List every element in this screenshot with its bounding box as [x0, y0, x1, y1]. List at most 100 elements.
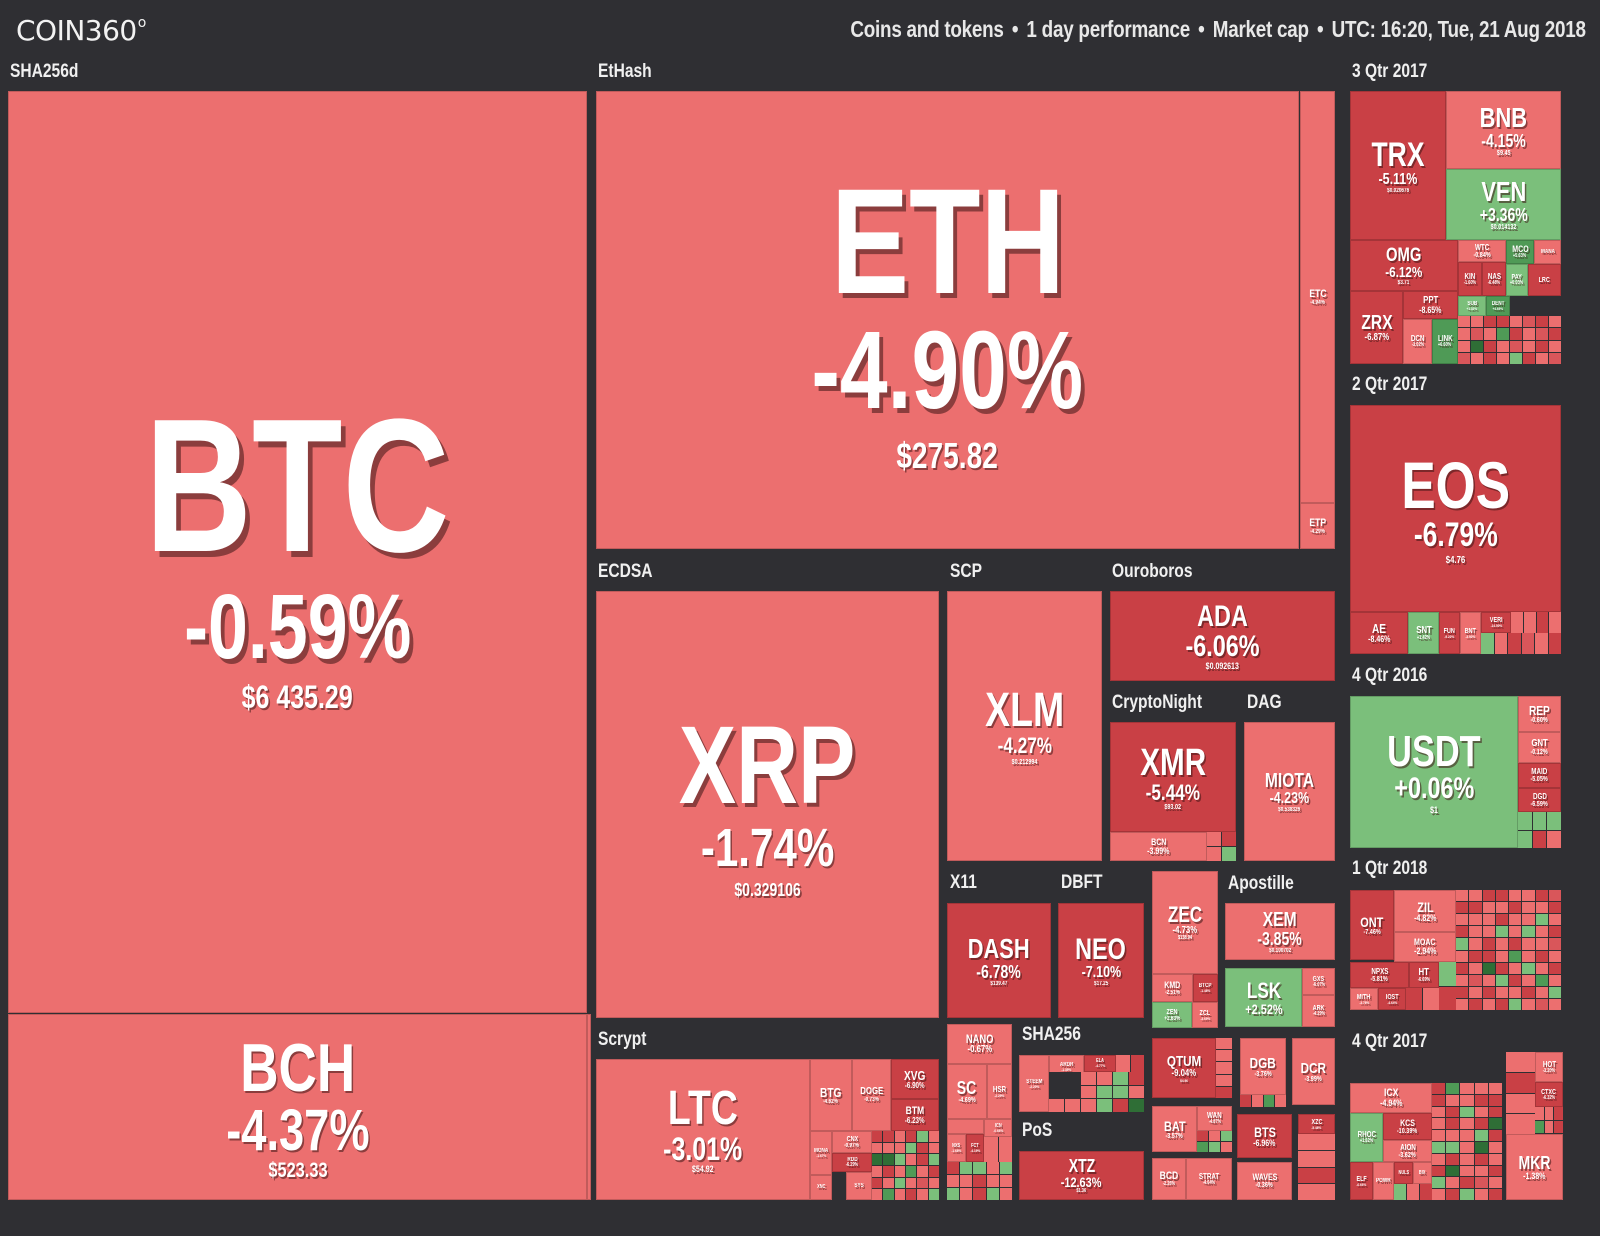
coin-tile-zcl[interactable]: ZCL -3.69% — [1192, 1002, 1218, 1028]
small-coins-mosaic[interactable] — [1049, 1072, 1144, 1112]
coin-tile-rhoc[interactable]: RHOC +1.62% — [1350, 1113, 1383, 1162]
small-coins-mosaic[interactable] — [1197, 1131, 1232, 1152]
coin-tile-bts[interactable]: BTS -6.96% — [1237, 1114, 1292, 1158]
coin-tile-ont[interactable]: ONT -7.46% — [1350, 890, 1394, 960]
coin-tile-ltc[interactable]: LTC -3.01% $54.92 — [596, 1059, 810, 1200]
coin-tile-ven[interactable]: VEN +3.36% $0.014132 — [1446, 169, 1561, 240]
coin-tile-snt[interactable]: SNT +1.42% — [1408, 612, 1439, 654]
coin-tile-iost[interactable]: IOST -4.64% — [1378, 988, 1406, 1010]
small-coins-mosaic[interactable] — [1518, 812, 1561, 848]
coin-tile-rdd[interactable]: RDD -6.29% — [832, 1153, 872, 1172]
coin-tile-aion[interactable]: AION -3.62% — [1383, 1140, 1432, 1162]
small-coins-mosaic[interactable] — [1394, 1184, 1432, 1200]
coin-tile-trx[interactable]: TRX -5.11% $0.020676 — [1350, 91, 1446, 240]
coin-tile-dgb[interactable]: DGB -3.76% — [1240, 1038, 1286, 1095]
coin-tile-icn[interactable]: ICN -0.66% — [984, 1119, 1012, 1137]
coin-tile-ht[interactable]: HT -6.69% — [1409, 962, 1439, 988]
coin-tile-xmr[interactable]: XMR -5.44% $93.02 — [1110, 722, 1236, 832]
coin-tile-doge[interactable]: DOGE -0.73% — [852, 1059, 891, 1131]
coin-tile-sub[interactable]: SUB +1.32% — [1458, 296, 1486, 316]
coin-tile-xtz[interactable]: XTZ -12.63% $1.36 — [1019, 1151, 1144, 1200]
coin-tile-omg[interactable]: OMG -6.12% $3.71 — [1350, 240, 1458, 291]
coin-tile-zil[interactable]: ZIL -4.82% — [1394, 890, 1456, 932]
coin-tile-xrp[interactable]: XRP -1.74% $0.329106 — [596, 591, 939, 1018]
small-coins-mosaic[interactable] — [1240, 1095, 1286, 1107]
coin-tile-gxs[interactable]: GXS -6.07% — [1302, 968, 1335, 995]
coin-tile-pay[interactable]: PAY +0.03% — [1506, 264, 1528, 296]
small-coins-mosaic[interactable] — [872, 1131, 939, 1200]
coin-tile-small[interactable] — [947, 1119, 984, 1134]
coin-tile-nano[interactable]: NANO -0.67% — [947, 1024, 1012, 1064]
coin-tile-xzc[interactable]: XZC -5.48% — [1298, 1114, 1335, 1134]
coin-tile-neo[interactable]: NEO -7.10% $17.25 — [1058, 903, 1144, 1018]
coin-tile-usdt[interactable]: USDT +0.06% $1 — [1350, 696, 1518, 848]
coin-tile-small[interactable] — [587, 1014, 591, 1200]
coin-tile-mona[interactable]: MONA -1.67% — [810, 1131, 832, 1175]
coin-tile-fun[interactable]: FUN -9.22% — [1439, 612, 1460, 654]
coin-tile-waves[interactable]: WAVES -0.36% — [1237, 1162, 1292, 1200]
small-coins-mosaic[interactable] — [1511, 612, 1561, 633]
coin-tile-etp[interactable]: ETP -4.29% — [1300, 503, 1335, 549]
coin-tile-sc[interactable]: SC -4.69% — [947, 1064, 987, 1119]
small-coins-mosaic[interactable] — [1216, 1038, 1232, 1098]
coin-tile-ela[interactable]: ELA -4.77% — [1084, 1055, 1116, 1072]
small-coins-mosaic[interactable] — [1535, 1107, 1563, 1133]
coin-tile-cnx[interactable]: CNX -0.97% — [832, 1131, 872, 1153]
coin-tile-steem[interactable]: STEEM -2.20% — [1019, 1055, 1049, 1112]
coin-tile-bcd[interactable]: BCD -2.26% — [1152, 1158, 1186, 1200]
coin-tile-btg[interactable]: BTG -4.62% — [810, 1059, 852, 1131]
coin-tile-zec[interactable]: ZEC -4.73% $138.94 — [1152, 871, 1218, 974]
coin-tile-dcn[interactable]: DCN -3.02% — [1403, 319, 1432, 364]
coin-tile-bnb[interactable]: BNB -4.15% $9.45 — [1446, 91, 1561, 169]
coin-tile-lrc[interactable]: LRC — [1528, 264, 1561, 296]
coin-tile-ppt[interactable]: PPT -8.65% — [1403, 291, 1458, 319]
coin-tile-btm[interactable]: BTM -6.23% — [891, 1099, 939, 1131]
coin-tile-zen[interactable]: ZEN +2.63% — [1152, 1002, 1192, 1028]
coin-tile-ctxc[interactable]: CTXC -6.32% — [1535, 1082, 1563, 1107]
coin-tile-eth[interactable]: ETH -4.90% $275.82 — [596, 91, 1299, 549]
coin-tile-kmd[interactable]: KMD -2.51% — [1152, 974, 1193, 1002]
coin-tile-nas[interactable]: NAS -6.48% — [1482, 262, 1506, 296]
coin-tile-bch[interactable]: BCH -4.37% $523.33 — [8, 1014, 587, 1200]
coin-tile-qtum[interactable]: QTUM -9.04% $4.96 — [1152, 1038, 1216, 1098]
coin-tile-dgd[interactable]: DGD -6.59% — [1518, 788, 1561, 812]
small-coins-mosaic[interactable] — [984, 1137, 1012, 1162]
coin-tile-ada[interactable]: ADA -6.06% $0.092613 — [1110, 591, 1335, 681]
coin-tile-dcr[interactable]: DCR -3.99% — [1292, 1038, 1335, 1105]
small-coins-mosaic[interactable] — [1298, 1134, 1335, 1200]
coin-tile-hot[interactable]: HOT -3.20% — [1535, 1052, 1563, 1082]
coin-tile-fct[interactable]: FCT -4.19% — [966, 1134, 984, 1162]
coin-tile-mkr[interactable]: MKR -1.38% — [1506, 1134, 1563, 1200]
coin-tile-bnt[interactable]: BNT -3.92% — [1460, 612, 1481, 654]
coin-tile-npxs[interactable]: NPXS -5.81% — [1350, 962, 1409, 988]
coin-tile-btcp[interactable]: BTCP -1.48% — [1193, 974, 1218, 1002]
small-coins-mosaic[interactable] — [947, 1162, 1012, 1200]
coin-tile-dent[interactable]: DENT +4.69% — [1486, 296, 1510, 316]
filter-period[interactable]: 1 day performance — [1026, 16, 1191, 42]
coin-tile-mco[interactable]: MCO +5.63% — [1506, 240, 1534, 264]
coin-tile-mana[interactable]: MANA — [1534, 240, 1561, 264]
coin-tile-zrx[interactable]: ZRX -6.87% — [1350, 291, 1403, 364]
coin-tile-elf[interactable]: ELF -6.66% — [1350, 1162, 1373, 1200]
coin-tile-wtc[interactable]: WTC -0.84% — [1458, 240, 1506, 262]
small-coins-mosaic[interactable] — [1458, 316, 1561, 364]
coin-tile-miota[interactable]: MIOTA -4.23% $0.538326 — [1244, 722, 1335, 861]
coin-tile-strat[interactable]: STRAT -4.64% — [1186, 1158, 1232, 1200]
coin-tile-moac[interactable]: MOAC -2.94% — [1394, 932, 1456, 962]
coin-tile-nuls[interactable]: NULS — [1394, 1162, 1413, 1184]
coin-tile-ae[interactable]: AE -8.46% — [1350, 612, 1408, 654]
coin-tile-gnt[interactable]: GNT -0.12% — [1518, 732, 1561, 763]
small-coins-mosaic[interactable] — [1116, 1055, 1144, 1072]
coin-tile-etc[interactable]: ETC -4.94% — [1300, 91, 1335, 503]
coin-tile-xem[interactable]: XEM -3.85% $0.100702 — [1225, 903, 1335, 960]
coin-tile-powr[interactable]: POWR — [1373, 1162, 1394, 1200]
coin-tile-xnc[interactable]: XNC — [810, 1175, 832, 1200]
filter-metric[interactable]: Market cap — [1213, 16, 1310, 42]
small-coins-mosaic[interactable] — [1207, 832, 1236, 861]
coin-tile-dash[interactable]: DASH -6.78% $139.47 — [947, 903, 1051, 1018]
coin-tile-bix[interactable]: BIX — [1413, 1162, 1432, 1184]
coin-tile-sys[interactable]: SYS — [846, 1172, 872, 1200]
coin-tile-kcs[interactable]: KCS -10.39% — [1383, 1113, 1432, 1140]
coin-tile-xlm[interactable]: XLM -4.27% $0.212994 — [947, 591, 1102, 861]
coin-tile-ark[interactable]: ARK -4.29% — [1302, 995, 1335, 1027]
